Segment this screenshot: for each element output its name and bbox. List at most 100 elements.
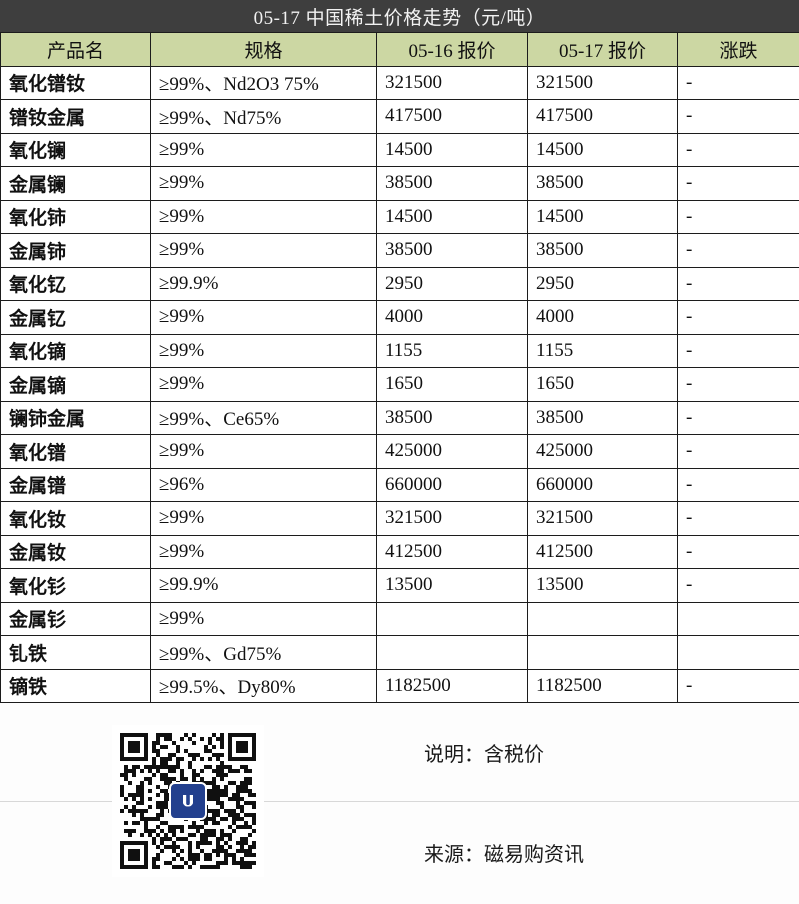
cell-price-0517: 38500 bbox=[527, 400, 678, 435]
cell-product-name: 镧铈金属 bbox=[0, 400, 151, 435]
cell-product-name: 金属铈 bbox=[0, 233, 151, 268]
page-title: 05-17 中国稀土价格走势（元/吨） bbox=[0, 0, 799, 32]
column-header-price-0517[interactable]: 05-17 报价 bbox=[527, 32, 678, 67]
cell-spec: ≥99.5%、Dy80% bbox=[150, 668, 377, 703]
table-row: 金属钐 ≥99% bbox=[0, 601, 799, 636]
cell-change: - bbox=[677, 99, 799, 134]
table-row: 金属钕 ≥99% 412500 412500- bbox=[0, 534, 799, 569]
qr-center-logo bbox=[169, 782, 207, 820]
cell-price-0516: 417500 bbox=[376, 99, 528, 134]
cell-product-name: 氧化钇 bbox=[0, 266, 151, 301]
cell-price-0516: 1650 bbox=[376, 367, 528, 402]
cell-spec: ≥99%、Nd75% bbox=[150, 99, 377, 134]
cell-price-0517: 417500 bbox=[527, 99, 678, 134]
table-row: 氧化钇 ≥99.9% 2950 2950- bbox=[0, 266, 799, 301]
cell-price-0516: 660000 bbox=[376, 467, 528, 502]
cell-product-name: 金属钐 bbox=[0, 601, 151, 636]
table-row: 氧化镨 ≥99% 425000 425000- bbox=[0, 434, 799, 469]
cell-price-0517: 1182500 bbox=[527, 668, 678, 703]
cell-price-0516: 412500 bbox=[376, 534, 528, 569]
cell-spec: ≥99% bbox=[150, 132, 377, 167]
cell-change bbox=[677, 601, 799, 636]
table-row: 氧化镧 ≥99% 14500 14500- bbox=[0, 132, 799, 167]
cell-product-name: 金属镨 bbox=[0, 467, 151, 502]
cell-change: - bbox=[677, 65, 799, 100]
cell-product-name: 氧化钕 bbox=[0, 501, 151, 536]
cell-price-0516: 38500 bbox=[376, 400, 528, 435]
cell-change: - bbox=[677, 199, 799, 234]
table-row: 金属铈 ≥99% 38500 38500- bbox=[0, 233, 799, 268]
cell-product-name: 钆铁 bbox=[0, 635, 151, 670]
table-header-row: 产品名 规格 05-16 报价 05-17 报价 涨跌 bbox=[0, 32, 799, 67]
rare-earth-price-table: 产品名 规格 05-16 报价 05-17 报价 涨跌 氧化镨钕 ≥99%、Nd2… bbox=[0, 32, 799, 703]
footer-source: 来源：磁易购资讯 bbox=[424, 843, 584, 866]
cell-spec: ≥99% bbox=[150, 434, 377, 469]
table-row: 金属镧 ≥99% 38500 38500- bbox=[0, 166, 799, 201]
cell-change: - bbox=[677, 534, 799, 569]
table-body: 氧化镨钕 ≥99%、Nd2O3 75% 321500 321500- 镨钕金属 ≥99%、… bbox=[0, 65, 799, 703]
cell-spec: ≥99% bbox=[150, 501, 377, 536]
cell-price-0516: 14500 bbox=[376, 132, 528, 167]
table-row: 金属钇 ≥99% 4000 4000- bbox=[0, 300, 799, 335]
table-row: 氧化铈 ≥99% 14500 14500- bbox=[0, 199, 799, 234]
column-header-price-0516[interactable]: 05-16 报价 bbox=[376, 32, 528, 67]
cell-price-0516: 2950 bbox=[376, 266, 528, 301]
cell-price-0517: 14500 bbox=[527, 199, 678, 234]
cell-spec: ≥99%、Gd75% bbox=[150, 635, 377, 670]
cell-product-name: 氧化镝 bbox=[0, 333, 151, 368]
cell-change: - bbox=[677, 300, 799, 335]
cell-change: - bbox=[677, 132, 799, 167]
cell-product-name: 金属镧 bbox=[0, 166, 151, 201]
cell-spec: ≥99%、Ce65% bbox=[150, 400, 377, 435]
cell-spec: ≥99% bbox=[150, 534, 377, 569]
cell-product-name: 氧化镨钕 bbox=[0, 65, 151, 100]
cell-change: - bbox=[677, 668, 799, 703]
cell-product-name: 氧化钐 bbox=[0, 568, 151, 603]
cell-spec: ≥99% bbox=[150, 233, 377, 268]
table-row: 氧化镨钕 ≥99%、Nd2O3 75% 321500 321500- bbox=[0, 65, 799, 100]
cell-spec: ≥99.9% bbox=[150, 266, 377, 301]
cell-product-name: 镨钕金属 bbox=[0, 99, 151, 134]
column-header-change[interactable]: 涨跌 bbox=[677, 32, 799, 67]
cell-price-0516: 1182500 bbox=[376, 668, 528, 703]
qr-code[interactable] bbox=[112, 725, 264, 877]
cell-price-0516 bbox=[376, 601, 528, 636]
cell-price-0517: 38500 bbox=[527, 233, 678, 268]
cell-spec: ≥99% bbox=[150, 300, 377, 335]
cell-price-0517: 2950 bbox=[527, 266, 678, 301]
table-row: 钆铁 ≥99%、Gd75% bbox=[0, 635, 799, 670]
cell-price-0516: 321500 bbox=[376, 501, 528, 536]
cell-price-0517: 4000 bbox=[527, 300, 678, 335]
cell-price-0517: 321500 bbox=[527, 501, 678, 536]
cell-change: - bbox=[677, 333, 799, 368]
cell-price-0517: 425000 bbox=[527, 434, 678, 469]
table-row: 氧化钕 ≥99% 321500 321500- bbox=[0, 501, 799, 536]
table-row: 氧化镝 ≥99% 1155 1155- bbox=[0, 333, 799, 368]
table-row: 金属镝 ≥99% 1650 1650- bbox=[0, 367, 799, 402]
column-header-spec[interactable]: 规格 bbox=[150, 32, 377, 67]
cell-price-0516: 38500 bbox=[376, 233, 528, 268]
column-header-product[interactable]: 产品名 bbox=[0, 32, 151, 67]
cell-product-name: 金属钇 bbox=[0, 300, 151, 335]
cell-spec: ≥99% bbox=[150, 166, 377, 201]
cell-price-0517: 1650 bbox=[527, 367, 678, 402]
cell-product-name: 氧化镧 bbox=[0, 132, 151, 167]
cell-price-0516: 425000 bbox=[376, 434, 528, 469]
cell-price-0517: 660000 bbox=[527, 467, 678, 502]
cell-price-0516: 38500 bbox=[376, 166, 528, 201]
cell-price-0517: 1155 bbox=[527, 333, 678, 368]
cell-price-0516: 4000 bbox=[376, 300, 528, 335]
cell-change bbox=[677, 635, 799, 670]
cell-price-0516: 321500 bbox=[376, 65, 528, 100]
cell-change: - bbox=[677, 266, 799, 301]
footer-text-area: 说明：含税价 来源：磁易购资讯 bbox=[376, 703, 799, 899]
cell-product-name: 金属镝 bbox=[0, 367, 151, 402]
magnet-icon bbox=[183, 795, 193, 807]
cell-price-0516 bbox=[376, 635, 528, 670]
cell-spec: ≥99%、Nd2O3 75% bbox=[150, 65, 377, 100]
cell-change: - bbox=[677, 400, 799, 435]
cell-price-0516: 14500 bbox=[376, 199, 528, 234]
table-row: 氧化钐 ≥99.9% 13500 13500- bbox=[0, 568, 799, 603]
cell-product-name: 氧化镨 bbox=[0, 434, 151, 469]
